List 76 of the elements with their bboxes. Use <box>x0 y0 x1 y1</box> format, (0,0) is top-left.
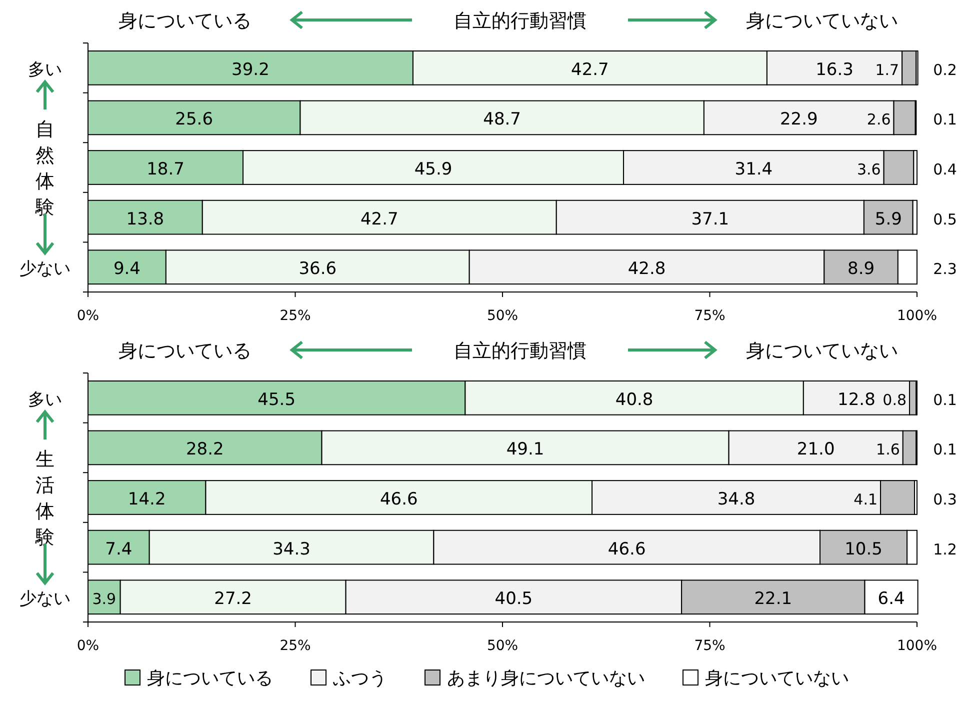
data-label: 2.6 <box>866 110 891 129</box>
data-label: 0.1 <box>933 390 957 409</box>
data-label: 0.3 <box>933 490 957 508</box>
data-label: 22.9 <box>780 110 818 130</box>
data-label: 3.9 <box>92 590 116 608</box>
data-label: 46.6 <box>608 539 646 560</box>
data-label: 42.8 <box>628 259 666 280</box>
text: 身についていない <box>746 10 898 32</box>
data-label: 10.5 <box>844 539 882 560</box>
data-label: 1.7 <box>875 60 900 79</box>
data-label: 2.3 <box>933 260 957 278</box>
x-tick-label: 50% <box>486 638 518 654</box>
data-label: 28.2 <box>186 440 224 460</box>
data-label: 3.6 <box>856 160 881 178</box>
data-label: 6.4 <box>878 589 905 610</box>
data-label: 7.4 <box>105 539 132 560</box>
chart-title: 自立的行動習慣 <box>454 10 586 32</box>
data-label: 45.5 <box>258 390 296 410</box>
data-label: 36.6 <box>298 259 337 280</box>
data-label: 9.4 <box>113 259 140 280</box>
data-label: 1.6 <box>876 440 900 459</box>
x-tick-label: 100% <box>896 308 938 324</box>
data-label: 12.8 <box>838 390 876 410</box>
x-tick-label: 0% <box>76 638 100 654</box>
x-tick-label: 100% <box>896 638 938 654</box>
data-label: 40.5 <box>494 589 533 610</box>
data-label: 49.1 <box>506 440 544 460</box>
x-tick-label: 75% <box>694 638 726 654</box>
y-tick-label: 少ない <box>20 589 70 610</box>
data-label: 40.8 <box>615 390 654 410</box>
text: 身についている <box>118 340 252 362</box>
data-label: 14.2 <box>128 490 166 510</box>
x-tick-label: 25% <box>280 638 311 654</box>
chart-title: 自立的行動習慣 <box>454 340 586 362</box>
data-label: 0.4 <box>933 160 957 178</box>
y-tick-label: 多い <box>28 60 62 80</box>
data-label: 46.6 <box>380 490 418 510</box>
data-label: 42.7 <box>360 209 398 230</box>
data-label: 0.2 <box>933 60 957 79</box>
data-label: 16.3 <box>816 60 854 80</box>
legend-label: 身についていない <box>705 668 849 689</box>
data-label: 18.7 <box>146 160 184 180</box>
data-label: 8.9 <box>848 259 875 280</box>
data-label: 0.8 <box>882 390 907 409</box>
data-label: 39.2 <box>232 60 270 80</box>
data-label: 34.3 <box>272 539 310 560</box>
data-label: 5.9 <box>874 209 902 230</box>
data-label: 0.5 <box>933 210 957 228</box>
y-axis-title: 自然体験 <box>34 118 54 218</box>
data-label: 48.7 <box>483 110 522 130</box>
data-label: 0.1 <box>933 440 957 459</box>
data-label: 1.2 <box>933 540 957 558</box>
x-tick-label: 75% <box>694 308 726 324</box>
legend-label: 身についている <box>147 668 273 689</box>
y-axis-title: 生活体験 <box>34 448 54 548</box>
text: 身についている <box>118 10 252 32</box>
data-label: 22.1 <box>754 589 792 610</box>
legend-label: あまり身についていない <box>447 668 645 689</box>
data-label: 13.8 <box>126 209 164 230</box>
x-tick-label: 25% <box>280 308 311 324</box>
text: 身についていない <box>746 340 898 362</box>
data-label: 25.6 <box>175 110 214 130</box>
data-label: 0.1 <box>933 110 957 129</box>
data-label: 31.4 <box>734 160 773 180</box>
data-label: 27.2 <box>214 589 252 610</box>
legend-label: ふつう <box>332 668 387 689</box>
data-label: 34.8 <box>717 490 756 510</box>
x-tick-label: 50% <box>486 308 518 324</box>
data-label: 4.1 <box>854 490 878 508</box>
x-tick-label: 0% <box>76 308 100 324</box>
data-label: 37.1 <box>691 209 730 230</box>
y-tick-label: 少ない <box>20 259 70 280</box>
data-label: 21.0 <box>796 440 835 460</box>
data-label: 42.7 <box>571 60 609 80</box>
y-tick-label: 多い <box>28 390 62 410</box>
data-label: 45.9 <box>414 160 452 180</box>
